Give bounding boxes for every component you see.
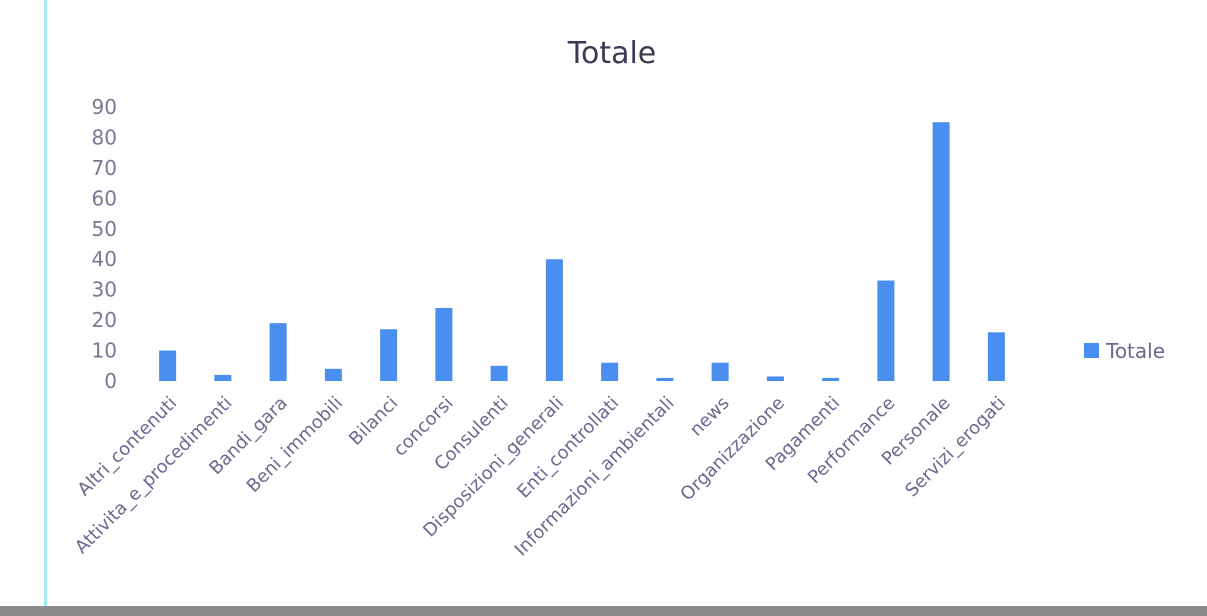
legend-label: Totale xyxy=(1105,339,1165,363)
bar xyxy=(766,376,784,381)
bar xyxy=(601,362,619,381)
y-axis: 0 10 20 30 40 50 60 70 80 90 xyxy=(92,95,117,393)
bar xyxy=(877,280,895,381)
bar xyxy=(435,307,453,381)
y-tick-label: 30 xyxy=(92,278,117,302)
bar xyxy=(711,362,729,381)
y-tick-label: 0 xyxy=(104,369,117,393)
bars xyxy=(159,122,1005,381)
bar xyxy=(159,350,177,381)
bar xyxy=(932,122,950,381)
y-tick-label: 40 xyxy=(92,247,117,271)
chart-title: Totale xyxy=(567,36,657,71)
bar xyxy=(214,374,232,381)
bar xyxy=(822,377,840,381)
bar xyxy=(490,365,508,381)
bar xyxy=(269,323,287,381)
bar xyxy=(987,332,1005,381)
y-tick-label: 20 xyxy=(92,308,117,332)
y-tick-label: 10 xyxy=(92,339,117,363)
legend: Totale xyxy=(1084,339,1165,363)
left-edge-stripe xyxy=(44,0,47,616)
bar xyxy=(380,329,398,381)
bar xyxy=(324,368,342,381)
y-tick-label: 90 xyxy=(92,95,117,119)
y-tick-label: 80 xyxy=(92,125,117,149)
y-tick-label: 50 xyxy=(92,217,117,241)
bottom-frame xyxy=(0,606,1207,616)
y-tick-label: 70 xyxy=(92,156,117,180)
legend-swatch xyxy=(1084,343,1099,358)
y-tick-label: 60 xyxy=(92,186,117,210)
bar xyxy=(656,377,674,381)
bar xyxy=(545,259,563,381)
